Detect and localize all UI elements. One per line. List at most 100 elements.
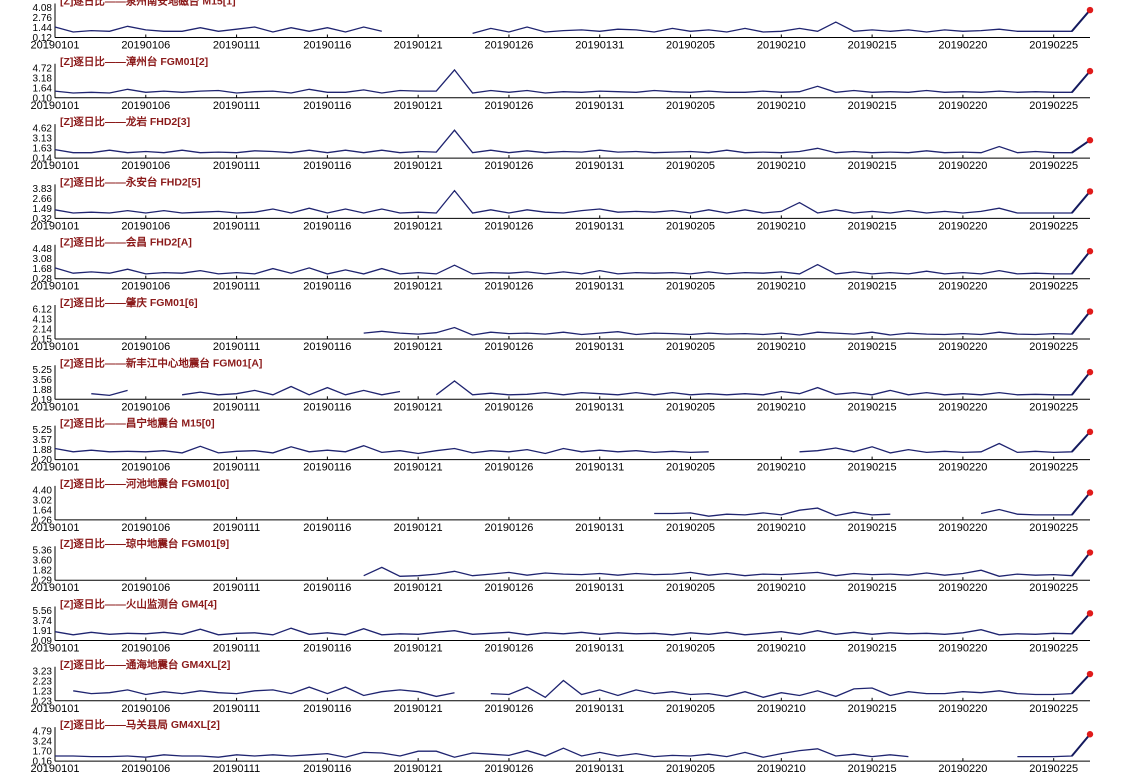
chart-panel: 6.124.132.140.15 [Z]逐日比——肇庆 FGM01[6] 20190… xyxy=(31,296,1094,353)
x-tick-label: 20190205 xyxy=(666,703,715,715)
y-tick-label: 0.12 xyxy=(33,33,53,44)
x-tick-label: 20190106 xyxy=(121,160,170,172)
x-tick-label: 20190215 xyxy=(848,220,897,232)
x-tick-label: 20190111 xyxy=(213,703,260,715)
x-tick-label: 20190121 xyxy=(394,763,443,775)
x-tick-label: 20190101 xyxy=(31,220,80,232)
highlight-point xyxy=(1086,731,1094,738)
x-tick-label: 20190106 xyxy=(121,643,170,655)
series-line xyxy=(182,385,401,396)
y-tick-label: 3.74 xyxy=(33,616,53,627)
x-tick-label: 20190111 xyxy=(213,763,260,775)
chart-panel: 5.563.741.910.09 [Z]逐日比——火山监测台 GM4[4] 2019… xyxy=(31,598,1094,655)
x-tick-label: 20190116 xyxy=(303,341,351,353)
series-line xyxy=(54,612,1091,636)
x-tick-label: 20190205 xyxy=(666,522,715,534)
series-line xyxy=(54,189,1091,214)
chart-panel: 4.403.021.640.26 [Z]逐日比——河池地震台 FGM01[0] 20… xyxy=(31,477,1094,534)
x-tick-label: 20190225 xyxy=(1029,220,1078,232)
y-tick-label: 3.57 xyxy=(33,435,53,446)
series-final-segment xyxy=(1071,250,1091,275)
series-line xyxy=(472,9,1091,35)
series-line xyxy=(980,492,1091,516)
x-tick-label: 20190220 xyxy=(938,160,987,172)
x-tick-label: 20190210 xyxy=(757,703,806,715)
y-tick-label: 3.02 xyxy=(33,495,53,506)
x-tick-label: 20190225 xyxy=(1029,160,1078,172)
x-tick-label: 20190111 xyxy=(213,160,260,172)
x-tick-label: 20190101 xyxy=(31,522,80,534)
x-tick-label: 20190225 xyxy=(1029,341,1078,353)
y-tick-label: 3.83 xyxy=(33,184,53,195)
x-tick-label: 20190220 xyxy=(938,220,987,232)
x-tick-label: 20190210 xyxy=(757,401,806,413)
x-tick-label: 20190116 xyxy=(303,763,351,775)
y-tick-label: 1.82 xyxy=(33,566,53,577)
panel-title: [Z]逐日比——火山监测台 GM4[4] xyxy=(60,598,217,611)
x-tick-label: 20190215 xyxy=(848,40,897,52)
x-tick-label: 20190121 xyxy=(394,462,443,474)
panel-title: [Z]逐日比——肇庆 FGM01[6] xyxy=(60,296,198,309)
y-tick-label: 1.91 xyxy=(33,626,53,637)
x-tick-label: 20190116 xyxy=(303,582,351,594)
x-tick-label: 20190210 xyxy=(757,220,806,232)
x-tick-label: 20190210 xyxy=(757,100,806,112)
x-tick-label: 20190225 xyxy=(1029,401,1078,413)
x-tick-label: 20190225 xyxy=(1029,100,1078,112)
y-tick-label: 3.60 xyxy=(33,556,53,567)
x-tick-label: 20190121 xyxy=(394,401,443,413)
x-tick-label: 20190205 xyxy=(666,582,715,594)
chart-panel: 4.723.181.640.10 [Z]逐日比——漳州台 FGM01[2] 2019… xyxy=(31,55,1094,112)
series-line xyxy=(54,68,1091,94)
x-tick-label: 20190131 xyxy=(575,281,624,293)
x-tick-label: 20190220 xyxy=(938,462,987,474)
y-tick-label: 3.18 xyxy=(33,73,53,84)
x-tick-label: 20190131 xyxy=(575,462,624,474)
x-tick-label: 20190101 xyxy=(31,341,80,353)
chart-panel: 4.483.081.680.28 [Z]逐日比——会昌 FHD2[A] 201901… xyxy=(31,236,1094,293)
x-tick-label: 20190215 xyxy=(848,341,897,353)
x-tick-label: 20190101 xyxy=(31,582,80,594)
x-tick-label: 20190131 xyxy=(575,643,624,655)
highlight-point xyxy=(1086,489,1094,496)
x-tick-label: 20190131 xyxy=(575,100,624,112)
y-tick-label: 0.29 xyxy=(33,576,53,587)
x-tick-label: 20190101 xyxy=(31,281,80,293)
panel-title: [Z]逐日比——龙岩 FHD2[3] xyxy=(60,115,190,128)
x-tick-label: 20190116 xyxy=(303,220,351,232)
x-tick-label: 20190205 xyxy=(666,100,715,112)
x-tick-label: 20190121 xyxy=(394,40,443,52)
x-tick-label: 20190131 xyxy=(575,160,624,172)
y-tick-label: 1.88 xyxy=(33,445,53,456)
x-tick-label: 20190111 xyxy=(213,341,260,353)
y-tick-label: 1.23 xyxy=(33,686,53,697)
x-tick-label: 20190210 xyxy=(757,160,806,172)
x-tick-label: 20190205 xyxy=(666,462,715,474)
series-line xyxy=(54,445,709,455)
x-tick-label: 20190215 xyxy=(848,643,897,655)
highlight-point xyxy=(1086,248,1094,255)
x-tick-label: 20190126 xyxy=(484,100,533,112)
x-tick-label: 20190215 xyxy=(848,401,897,413)
x-tick-label: 20190126 xyxy=(484,401,533,413)
y-tick-label: 2.14 xyxy=(33,325,53,336)
series-final-segment xyxy=(1071,733,1091,757)
panel-title: [Z]逐日比——昌宁地震台 M15[0] xyxy=(60,417,215,430)
highlight-point xyxy=(1086,549,1094,556)
series-line xyxy=(54,250,1091,275)
y-tick-label: 0.19 xyxy=(33,395,53,406)
x-tick-label: 20190215 xyxy=(848,582,897,594)
series-final-segment xyxy=(1071,139,1091,154)
x-tick-label: 20190210 xyxy=(757,643,806,655)
panel-title: [Z]逐日比——漳州台 FGM01[2] xyxy=(60,55,208,68)
highlight-point xyxy=(1086,67,1094,75)
highlight-point xyxy=(1086,428,1094,436)
x-tick-label: 20190111 xyxy=(213,100,260,112)
x-tick-label: 20190215 xyxy=(848,100,897,112)
y-tick-label: 4.48 xyxy=(33,244,53,255)
series-final-segment xyxy=(1071,70,1091,93)
x-tick-label: 20190215 xyxy=(848,763,897,775)
x-tick-label: 20190215 xyxy=(848,160,897,172)
x-tick-label: 20190210 xyxy=(757,582,806,594)
